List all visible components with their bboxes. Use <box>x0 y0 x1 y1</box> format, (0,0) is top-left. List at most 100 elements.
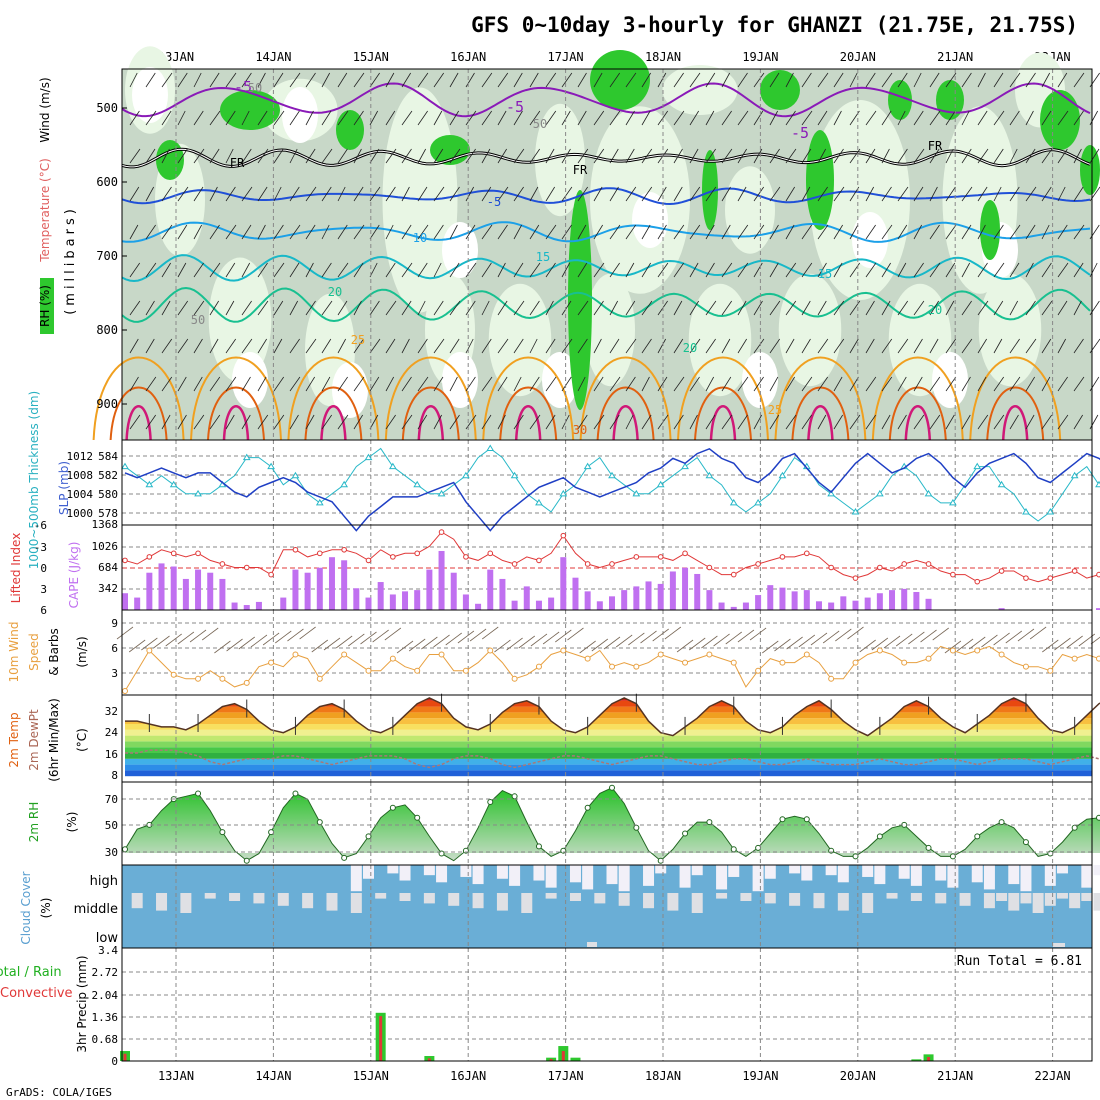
cloud-high-gap <box>1044 865 1056 886</box>
wind-barb-10m <box>421 636 438 650</box>
wind-barb-10m <box>116 626 134 640</box>
wind-barb-10m <box>226 638 243 652</box>
wind-barb <box>193 110 204 126</box>
contour-label: 20 <box>328 285 342 299</box>
lifted-index-point <box>828 564 834 571</box>
cloud-unit: (%) <box>39 898 53 919</box>
wind-barb <box>417 224 429 240</box>
cloud-high-gap <box>436 865 448 883</box>
wind-barb <box>1025 414 1035 430</box>
rh-dry-region <box>442 222 478 278</box>
cloud-low-gap <box>1053 943 1065 947</box>
date-tick-bottom: 17JAN <box>548 1069 584 1083</box>
wind-barb <box>1057 148 1068 164</box>
wind-barb <box>609 110 621 126</box>
wind-barb <box>353 72 365 88</box>
wind-barb <box>897 262 907 278</box>
wind-barb <box>449 376 458 392</box>
wind-barb <box>481 148 491 164</box>
wind-barb <box>1025 338 1037 354</box>
wind-barb <box>369 376 380 392</box>
cloud-low-gap <box>587 942 597 947</box>
wind-barb <box>1009 186 1020 202</box>
wind-barb <box>865 376 877 392</box>
wind-barb <box>913 186 924 202</box>
thickness-line-point <box>656 480 665 488</box>
wind-barb-10m <box>847 626 864 640</box>
wind-barb-10m <box>713 633 730 647</box>
wind-barb <box>769 72 780 88</box>
wind-barb <box>929 338 939 354</box>
isotherm-35 <box>612 405 639 441</box>
wind-barb <box>241 72 252 88</box>
wind-barb <box>433 224 444 240</box>
wind-speed-line-point <box>487 647 494 654</box>
cloud-level-high: high <box>90 874 118 889</box>
wind-barb <box>977 110 988 126</box>
wind-barb <box>209 376 221 392</box>
wind-barb <box>561 148 571 164</box>
wind-barb <box>1041 110 1052 126</box>
wind-barb <box>481 414 492 430</box>
cape-bar <box>134 597 141 610</box>
wind-speed-line-point <box>389 655 396 662</box>
wind-barb-10m <box>798 634 816 648</box>
wind-speed-line-point <box>341 651 348 658</box>
lifted-index-point <box>414 550 421 557</box>
wind-speed-line-point <box>560 647 567 654</box>
cloud-high-gap <box>399 865 411 881</box>
cloud-high-gap <box>764 865 776 879</box>
upper-air-panel <box>92 46 1100 441</box>
wind-barb <box>945 414 955 430</box>
wind-barb <box>561 262 571 278</box>
wind-barb <box>689 148 699 164</box>
wind-barb <box>193 300 205 316</box>
wind-barb <box>449 186 460 202</box>
wind-barb <box>737 414 748 430</box>
lifted-index-point <box>730 571 737 578</box>
thickness-line-point <box>705 471 714 479</box>
lifted-index-point <box>146 554 153 560</box>
wind-barb <box>769 186 781 202</box>
cape-bar <box>158 563 165 610</box>
wind-barb <box>433 300 444 316</box>
precip-tick: 0.68 <box>92 1033 119 1046</box>
rh-low-region <box>978 273 1042 387</box>
wind-barb <box>481 338 492 354</box>
wind-speed-line-point <box>414 667 421 674</box>
wind10m-label: 10m Wind <box>7 622 21 683</box>
cloud-mid-gap <box>448 893 460 906</box>
cloud-mid-gap <box>496 893 508 911</box>
temp-band <box>125 697 1092 701</box>
wind-speed-line-point <box>195 675 202 682</box>
wind-speed-line-point <box>316 675 323 682</box>
date-tick-top: 16JAN <box>450 50 486 64</box>
cape-bar <box>462 594 469 610</box>
wind-barb <box>337 262 349 278</box>
slp-tick: 1000 <box>67 507 94 520</box>
wind-barb <box>193 186 204 202</box>
wind-barb <box>561 338 573 354</box>
wind-barb <box>129 110 140 126</box>
thickness-line-point <box>632 489 641 497</box>
wind-barb <box>993 262 1005 278</box>
cape-bar <box>596 601 603 610</box>
wind-barb <box>689 186 701 202</box>
wind-barb <box>321 414 333 430</box>
wind-barb <box>641 338 652 354</box>
thickness-line-point <box>169 480 178 488</box>
precip-convective-bar <box>379 1016 383 1061</box>
wind-barb <box>209 224 220 240</box>
cloud-panel <box>122 865 1100 948</box>
temp2m-label: 2m Temp <box>7 712 21 767</box>
wind-barb <box>529 110 541 126</box>
li-tick: 3 <box>40 583 47 596</box>
wind-barb <box>433 110 443 126</box>
wind-barb <box>641 414 652 430</box>
contour-label: 25 <box>768 403 782 417</box>
temp-band <box>125 770 1092 777</box>
thickness-line-point <box>1070 471 1079 479</box>
slp-label: SLP (mb) <box>57 461 71 515</box>
wind-barb <box>1025 186 1037 202</box>
cape-tick: 1026 <box>92 540 119 553</box>
